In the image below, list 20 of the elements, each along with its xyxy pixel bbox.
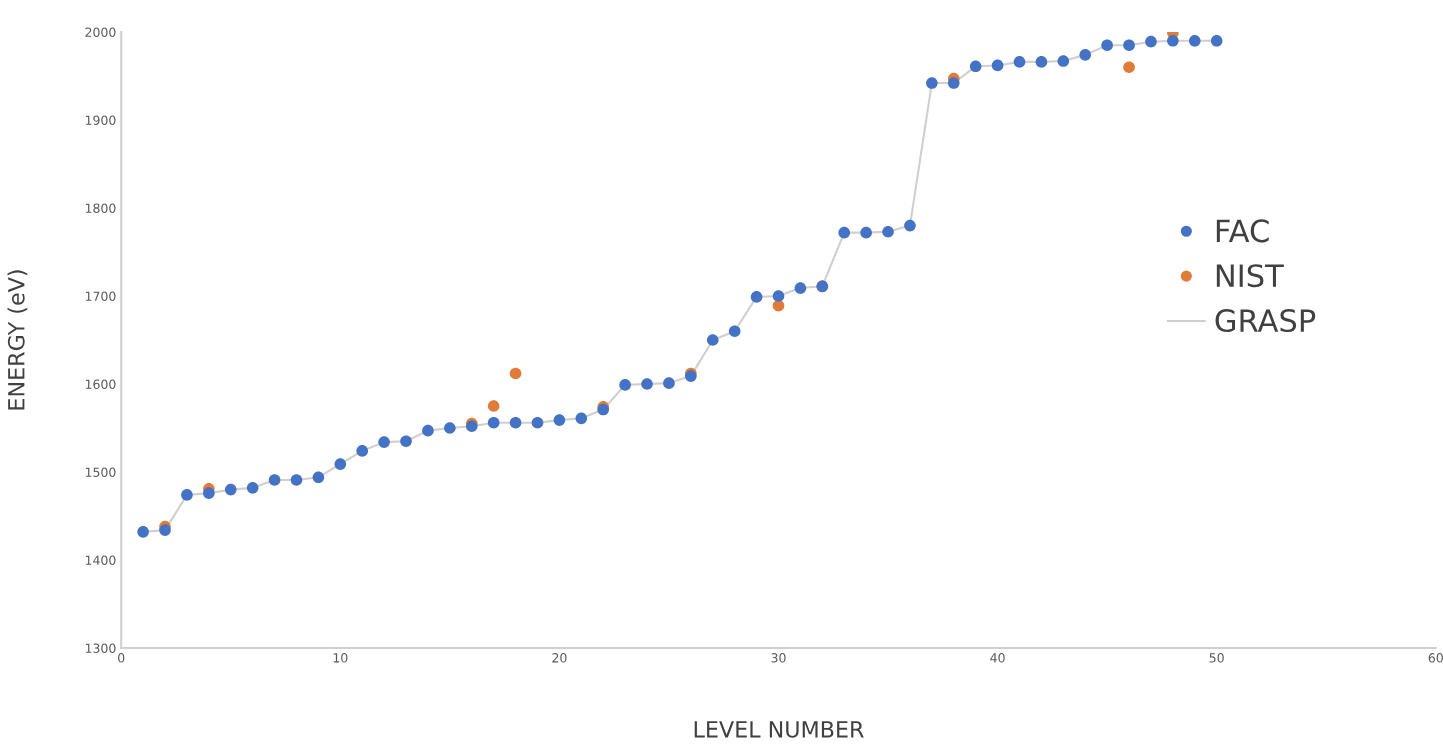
x-tick-label: 60 — [1428, 653, 1443, 663]
legend-label: FAC — [1216, 219, 1269, 243]
y-axis-title: ENERGY (eV) — [7, 270, 28, 410]
y-tick-label: 1600 — [85, 379, 116, 389]
y-tick-label: 1900 — [85, 115, 116, 125]
x-tick-label: 50 — [1209, 653, 1224, 663]
x-tick-label: 40 — [990, 653, 1005, 663]
y-tick-label: 2000 — [85, 27, 116, 37]
x-tick-label: 10 — [333, 653, 348, 663]
y-tick-label: 1300 — [85, 643, 116, 653]
x-tick-label: 0 — [118, 653, 125, 663]
x-axis-title: LEVEL NUMBER — [694, 721, 864, 738]
legend-label: GRASP — [1215, 309, 1316, 333]
y-tick-label: 1500 — [85, 467, 116, 477]
y-tick-label: 1800 — [85, 203, 116, 213]
legend-label: NIST — [1216, 264, 1284, 288]
y-tick-label: 1700 — [85, 291, 116, 301]
x-tick-label: 20 — [552, 653, 567, 663]
x-tick-label: 30 — [771, 653, 786, 663]
y-tick-label: 1400 — [85, 555, 116, 565]
